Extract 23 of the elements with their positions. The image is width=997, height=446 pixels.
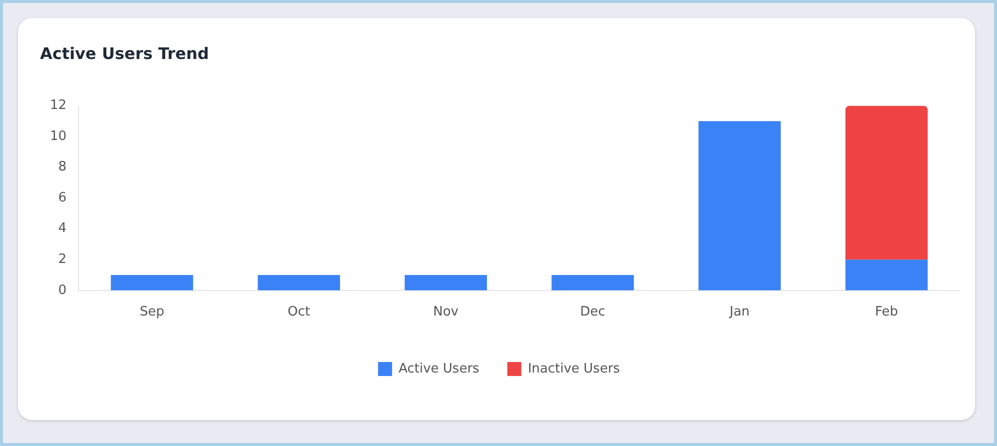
legend-label: Inactive Users: [528, 361, 620, 376]
bar: [404, 275, 487, 290]
bar: [845, 260, 928, 290]
x-tick-label: Oct: [288, 304, 310, 320]
y-tick-label: 6: [58, 190, 67, 206]
bar: [845, 106, 928, 260]
bar: [110, 275, 194, 290]
chart-title: Active Users Trend: [40, 44, 209, 63]
y-tick-label: 4: [58, 221, 67, 236]
x-tick-label: Jan: [728, 304, 750, 320]
x-tick-label: Dec: [580, 304, 606, 320]
x-tick-label: Feb: [875, 304, 898, 320]
x-tick-label: Sep: [140, 304, 164, 320]
x-tick-label: Nov: [433, 304, 459, 320]
y-tick-label: 8: [58, 160, 67, 175]
bar: [258, 275, 340, 290]
y-tick-label: 10: [50, 128, 67, 144]
bar: [552, 275, 634, 290]
y-tick-label: 2: [58, 252, 67, 268]
bar: [698, 121, 781, 290]
legend-label: Active Users: [398, 361, 480, 376]
y-tick-label: 0: [58, 282, 67, 298]
y-tick-label: 12: [50, 98, 67, 114]
